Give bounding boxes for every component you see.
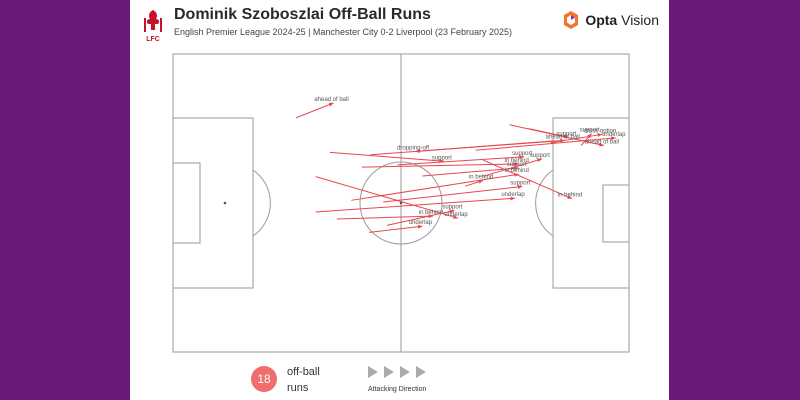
run-arrow (580, 133, 592, 146)
run-arrow (422, 166, 519, 177)
run-label: in behind (419, 210, 443, 216)
run-arrow (386, 209, 455, 226)
run-label: cross option (584, 128, 616, 134)
brand-name: Opta (585, 12, 618, 28)
run-arrow (369, 224, 423, 233)
run-count-label: off-ball runs (287, 364, 347, 396)
run-arrow (351, 172, 519, 201)
run-label: ahead of ball (585, 139, 619, 145)
opta-vision-logo: Opta Vision (562, 10, 659, 30)
run-arrow (315, 196, 516, 213)
run-count-label-line2: runs (287, 382, 309, 394)
run-arrow (336, 214, 433, 220)
direction-arrow-icon (416, 366, 426, 378)
left-penalty-spot (223, 201, 227, 205)
run-label: in behind (504, 168, 528, 174)
left-penalty-arc (252, 169, 271, 237)
crest-text: LFC (146, 36, 160, 43)
direction-arrow-icon (384, 366, 394, 378)
run-count-label-line1: off-ball (287, 366, 320, 378)
pitch-markings (172, 53, 630, 353)
run-label: underlap (501, 192, 525, 198)
left-goal-area (172, 162, 201, 244)
run-count-badge: 18 (251, 366, 277, 392)
right-penalty-arc (535, 169, 554, 237)
lfc-crest-icon: LFC (144, 10, 162, 43)
run-arrow (397, 155, 525, 166)
run-label: ahead of ball (314, 97, 348, 103)
opta-logo-icon (564, 11, 579, 29)
run-label: underlap (602, 132, 626, 138)
run-label: ahead of ball (546, 134, 580, 140)
run-label: support (512, 151, 532, 157)
attacking-direction-label: Attacking Direction (368, 386, 427, 393)
run-arrow (482, 159, 573, 200)
run-label: in behind (558, 193, 582, 199)
run-arrow (383, 184, 523, 203)
run-arrow (295, 102, 334, 119)
run-arrow (315, 176, 459, 219)
left-penalty-area (172, 117, 254, 289)
run-arrow (329, 151, 444, 163)
run-label: underlap (409, 220, 433, 226)
direction-arrow-icon (400, 366, 410, 378)
right-goal-area (602, 184, 630, 243)
run-label: in behind (504, 158, 528, 164)
run-label: support (432, 155, 452, 161)
run-arrow (482, 158, 543, 177)
run-label: in behind (469, 174, 493, 180)
run-arrow (528, 128, 569, 139)
attacking-direction-legend: Attacking Direction (368, 366, 436, 393)
run-label: support (442, 204, 462, 210)
page-title: Dominik Szoboszlai Off-Ball Runs (174, 6, 431, 23)
graphic-card: LFC Dominik Szoboszlai Off-Ball Runs Eng… (130, 0, 669, 400)
run-arrow (475, 136, 616, 151)
page-subtitle: English Premier League 2024-25 | Manches… (174, 27, 513, 37)
run-label: support (556, 131, 576, 137)
centre-spot (399, 201, 403, 205)
brand-suffix: Vision (621, 12, 659, 28)
run-label: support (507, 162, 527, 168)
run-label: dropping-off (397, 145, 429, 151)
run-label: support (510, 180, 530, 186)
run-arrow (415, 140, 555, 154)
run-arrow (550, 133, 603, 144)
run-label: underlap (444, 212, 468, 218)
run-label: support (580, 128, 600, 134)
direction-arrow-icon (368, 366, 378, 378)
run-label: support (530, 153, 550, 159)
run-arrow (465, 179, 484, 187)
